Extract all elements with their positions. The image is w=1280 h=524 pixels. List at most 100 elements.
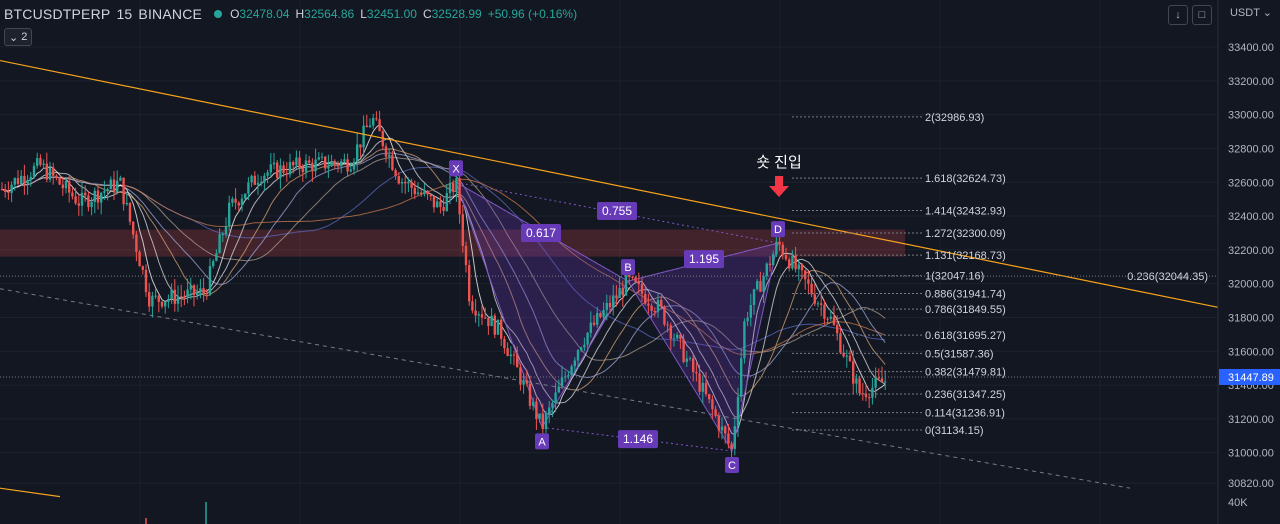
candle-body	[573, 360, 576, 367]
candle	[224, 217, 228, 238]
ratio-value: 0.617	[526, 226, 556, 240]
price-axis[interactable]: 33400.00 33200.00 33000.00 32800.00 32600.00…	[145, 0, 1280, 524]
candle-body	[471, 301, 474, 311]
candle	[359, 144, 362, 158]
indicator-toggle-button[interactable]: ⌄ 2	[4, 28, 33, 46]
candle	[452, 179, 455, 197]
candle	[522, 373, 525, 394]
candle-body	[304, 160, 308, 173]
candle	[484, 307, 487, 320]
candle	[746, 311, 749, 327]
candle-body	[554, 392, 557, 404]
candle	[596, 306, 599, 328]
scroll-down-button[interactable]: ↓	[1168, 5, 1188, 25]
candle	[266, 169, 269, 184]
candle	[576, 349, 580, 369]
candle-body	[720, 426, 724, 431]
pivot-label-b: B	[621, 259, 635, 276]
pivot-badge	[535, 433, 549, 450]
candle-body	[48, 167, 52, 180]
candle-body	[20, 175, 23, 184]
candle	[410, 178, 413, 198]
pivot-badge	[621, 259, 635, 276]
candle-body	[477, 314, 480, 316]
candle-body	[320, 156, 324, 158]
candle-body	[45, 163, 48, 180]
candle-body	[266, 172, 269, 176]
candle-body	[340, 161, 343, 167]
candle-body	[749, 304, 752, 318]
candle	[343, 153, 346, 163]
lower-trendline	[0, 487, 61, 498]
candle-body	[253, 175, 256, 185]
candle-body	[794, 255, 797, 270]
candle	[474, 299, 477, 323]
candle-body	[103, 190, 106, 193]
candle-body	[576, 350, 580, 361]
candle	[724, 424, 727, 444]
candle	[407, 177, 410, 193]
candle	[13, 177, 16, 191]
candle	[311, 158, 314, 183]
candle	[144, 264, 148, 297]
candle	[295, 150, 298, 170]
candle-body	[560, 377, 564, 387]
candle	[442, 197, 445, 216]
candle-body	[708, 394, 711, 400]
candle	[762, 272, 765, 304]
candle	[429, 193, 432, 201]
candle-body	[695, 371, 698, 374]
interval-label[interactable]: 15	[116, 6, 133, 22]
candle	[592, 315, 596, 327]
candle-body	[196, 292, 199, 295]
candle-body	[698, 373, 701, 392]
candle-body	[452, 183, 455, 192]
currency-selector[interactable]: USDT ⌄	[1229, 7, 1272, 19]
candle-body	[205, 293, 208, 295]
candle-body	[874, 377, 877, 388]
candle	[138, 249, 141, 267]
symbol-name[interactable]: BTCUSDTPERP	[4, 6, 111, 22]
candle	[756, 279, 759, 291]
candle-body	[420, 192, 423, 195]
candle-body	[4, 189, 7, 192]
candle-body	[740, 358, 743, 397]
ratio-badge-bg	[521, 223, 561, 242]
candle-body	[426, 191, 429, 195]
candle	[471, 295, 474, 314]
fullscreen-button[interactable]: □	[1192, 5, 1212, 25]
candle-body	[317, 157, 320, 160]
candle-body	[228, 202, 231, 227]
chart-header: BTCUSDTPERP 15 BINANCE O32478.04 H32564.…	[4, 5, 577, 23]
candle	[375, 111, 378, 121]
candle	[794, 246, 797, 273]
candle-body	[621, 288, 624, 296]
candle-body	[157, 295, 160, 302]
candle	[112, 171, 116, 200]
candle	[589, 311, 592, 338]
candle	[797, 258, 800, 281]
candle	[298, 150, 301, 176]
candle-body	[80, 192, 84, 206]
candle-body	[32, 165, 36, 177]
low-label: L	[360, 7, 367, 21]
candle	[682, 334, 685, 364]
pivot-label-c: C	[725, 456, 739, 473]
candle-body	[727, 433, 730, 444]
candle	[564, 371, 567, 382]
candle	[548, 400, 551, 424]
candle	[820, 292, 823, 317]
candle	[176, 285, 180, 312]
candle	[151, 291, 154, 318]
candle	[580, 346, 583, 353]
candle-body	[407, 181, 410, 184]
candle-body	[432, 196, 436, 208]
candle	[868, 394, 871, 409]
candle	[839, 326, 842, 355]
entry-arrow-icon	[769, 176, 789, 197]
candle	[781, 241, 784, 260]
candle	[71, 187, 74, 200]
candle	[743, 318, 746, 364]
candle	[192, 284, 196, 307]
